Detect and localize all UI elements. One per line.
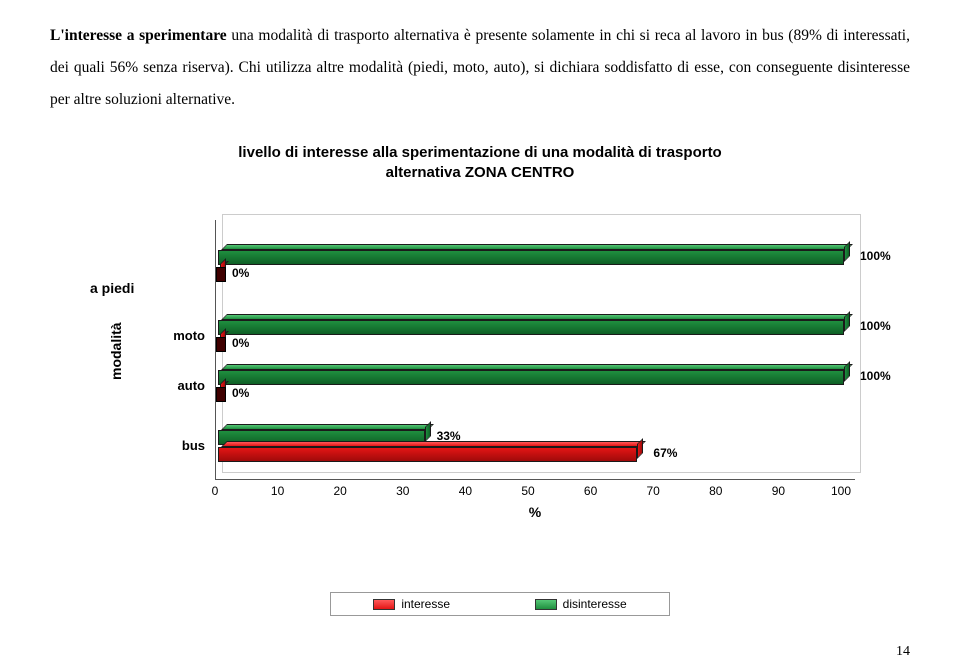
- chart-title: livello di interesse alla sperimentazion…: [220, 143, 740, 182]
- legend-swatch-interesse: [373, 599, 395, 610]
- category-label: moto: [150, 328, 205, 343]
- x-tick: 60: [584, 484, 597, 498]
- legend-item-interesse: interesse: [373, 597, 450, 611]
- x-tick: 0: [212, 484, 219, 498]
- x-tick: 80: [709, 484, 722, 498]
- bar-chart: a piedi modalità 100%0%100%0%100%0%33%67…: [50, 220, 910, 530]
- x-tick: 40: [459, 484, 472, 498]
- y-axis-label: modalità: [108, 323, 124, 381]
- legend-label-interesse: interesse: [401, 597, 450, 611]
- plot-area: 100%0%100%0%100%0%33%67%: [215, 220, 855, 480]
- category-label: bus: [150, 438, 205, 453]
- intro-bold: L'interesse a sperimentare: [50, 27, 227, 44]
- x-tick: 100: [831, 484, 851, 498]
- legend: interesse disinteresse: [330, 592, 670, 616]
- category-label: auto: [150, 378, 205, 393]
- body-paragraph: L'interesse a sperimentare una modalità …: [50, 20, 910, 115]
- x-ticks: 0 10 20 30 40 50 60 70 80 90 100: [215, 484, 855, 504]
- y-outer-label: a piedi: [90, 280, 134, 296]
- x-tick: 70: [647, 484, 660, 498]
- x-axis-label: %: [215, 504, 855, 520]
- x-tick: 10: [271, 484, 284, 498]
- legend-label-disinteresse: disinteresse: [563, 597, 627, 611]
- page-number: 14: [896, 644, 910, 660]
- x-tick: 30: [396, 484, 409, 498]
- x-tick: 90: [772, 484, 785, 498]
- legend-item-disinteresse: disinteresse: [535, 597, 627, 611]
- legend-swatch-disinteresse: [535, 599, 557, 610]
- x-tick: 20: [334, 484, 347, 498]
- x-tick: 50: [521, 484, 534, 498]
